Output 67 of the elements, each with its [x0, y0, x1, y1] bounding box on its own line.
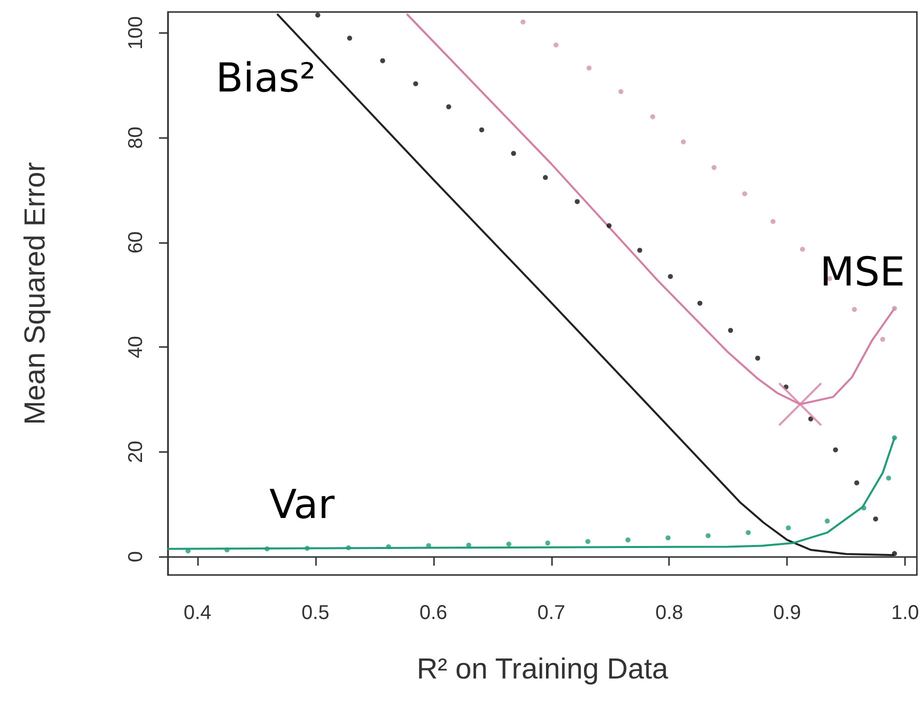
- y-tick-label: 80: [125, 126, 147, 149]
- x-tick-label: 0.5: [302, 602, 330, 624]
- point: [413, 81, 418, 86]
- point: [786, 525, 791, 530]
- point: [346, 545, 351, 550]
- point: [479, 127, 484, 132]
- y-axis-title: Mean Squared Error: [20, 162, 52, 425]
- point: [586, 66, 592, 71]
- point: [520, 19, 526, 24]
- point: [585, 538, 590, 544]
- point: [511, 150, 516, 156]
- point: [728, 328, 734, 333]
- point: [892, 551, 897, 556]
- point: [574, 199, 580, 204]
- point: [746, 530, 751, 536]
- point: [742, 191, 748, 196]
- x-tick-label: 0.4: [184, 602, 212, 624]
- x-tick-label: 0.6: [419, 602, 448, 624]
- point: [886, 476, 892, 481]
- x-tick-label: 0.7: [537, 602, 566, 624]
- series-label: MSE: [820, 249, 906, 296]
- y-tick-label: 40: [125, 336, 147, 358]
- point: [347, 36, 352, 41]
- point: [755, 356, 760, 361]
- y-tick-label: 0: [125, 551, 147, 562]
- point: [666, 535, 671, 540]
- point: [824, 518, 830, 524]
- point: [446, 104, 452, 110]
- point: [542, 174, 548, 180]
- point: [606, 223, 612, 228]
- series-label: Var: [269, 482, 336, 528]
- series-label: Bias²: [216, 56, 316, 102]
- point: [833, 447, 838, 452]
- point: [852, 306, 857, 312]
- point: [637, 248, 642, 253]
- point: [800, 246, 805, 252]
- point: [545, 540, 550, 546]
- point: [712, 165, 717, 170]
- point: [224, 547, 230, 552]
- x-tick-label: 1.0: [891, 602, 920, 624]
- point: [861, 505, 866, 510]
- y-tick-label: 100: [125, 16, 147, 50]
- point: [625, 537, 630, 542]
- point: [697, 300, 702, 306]
- point: [386, 544, 392, 550]
- point: [854, 480, 860, 486]
- y-tick-label: 60: [125, 231, 147, 254]
- point: [380, 58, 386, 64]
- point: [880, 336, 886, 342]
- point: [706, 533, 711, 538]
- point: [554, 42, 559, 48]
- point: [650, 114, 656, 120]
- x-tick-label: 0.8: [655, 602, 684, 624]
- point: [315, 12, 320, 18]
- x-tick-label: 0.9: [773, 602, 802, 624]
- point: [892, 435, 897, 440]
- point: [618, 89, 624, 94]
- point: [892, 306, 897, 311]
- point: [668, 274, 673, 279]
- point: [873, 516, 878, 522]
- point: [304, 546, 310, 551]
- y-tick-label: 20: [125, 440, 147, 464]
- point: [680, 139, 686, 144]
- point: [506, 542, 512, 547]
- point: [264, 546, 270, 552]
- point: [770, 218, 776, 224]
- x-axis-title: R² on Training Data: [416, 654, 670, 686]
